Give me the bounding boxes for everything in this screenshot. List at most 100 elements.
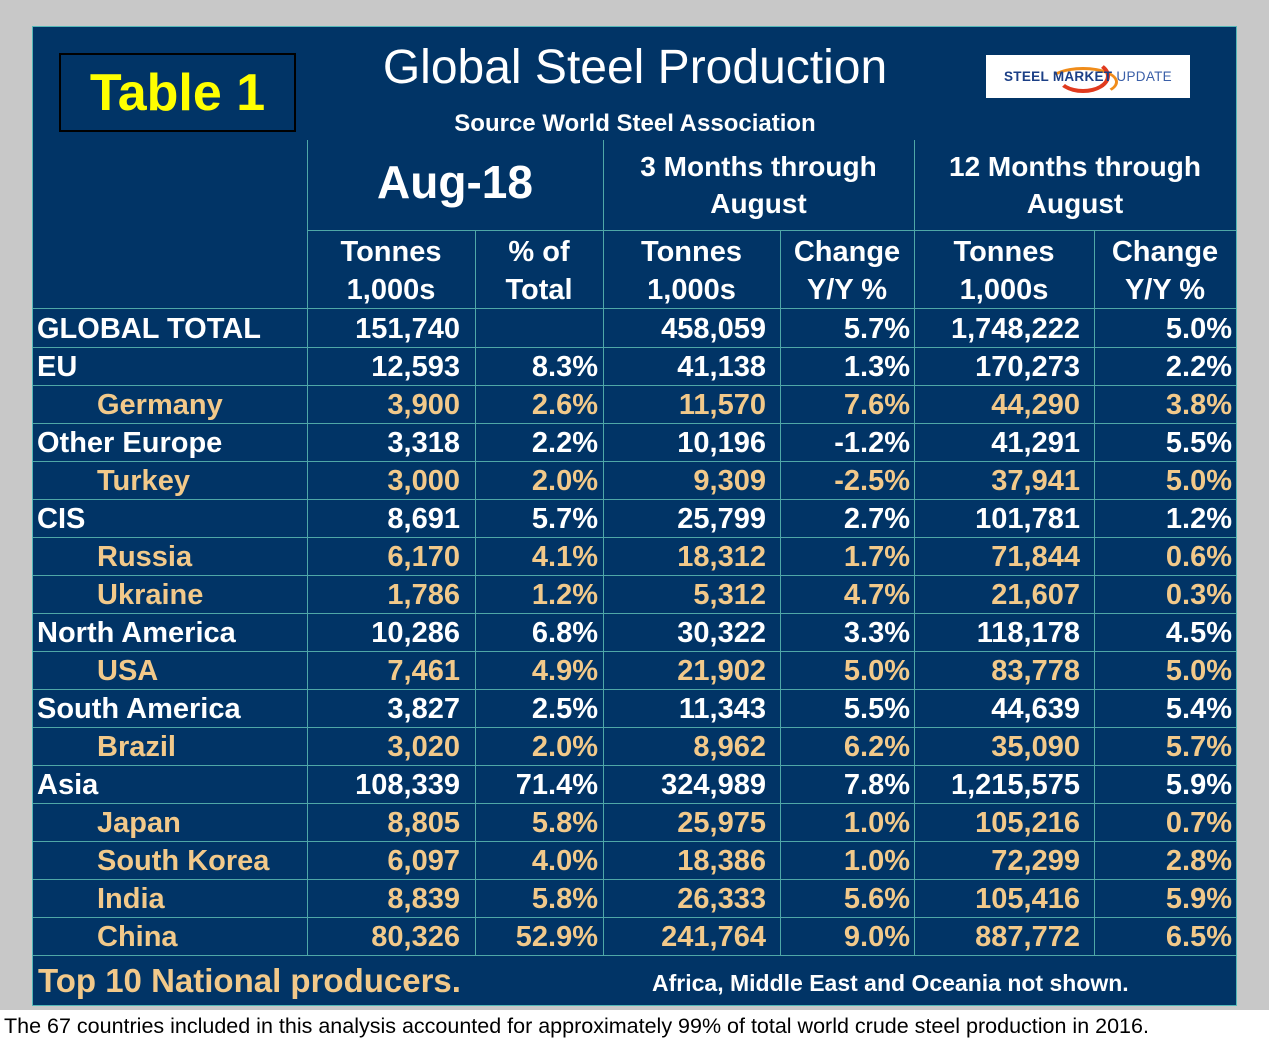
column-header-line2: 1,000s bbox=[959, 274, 1049, 306]
row-divider bbox=[33, 499, 1236, 500]
row-value: 8,962 bbox=[693, 731, 766, 763]
row-value: 9.0% bbox=[843, 921, 910, 953]
row-value: 12,593 bbox=[371, 351, 460, 383]
row-value: 2.7% bbox=[843, 503, 910, 535]
row-divider bbox=[33, 727, 1236, 728]
row-value: 71.4% bbox=[515, 769, 598, 801]
row-value: 887,772 bbox=[975, 921, 1080, 953]
column-header: Change Y/Y % bbox=[1094, 233, 1236, 309]
row-value: 101,781 bbox=[975, 503, 1080, 535]
column-divider bbox=[780, 230, 781, 956]
row-value: 458,059 bbox=[661, 313, 766, 345]
table-row: North America 10,286 6.8% 30,322 3.3% 118,178… bbox=[33, 614, 1236, 652]
row-value: 6.2% bbox=[843, 731, 910, 763]
row-value: 4.5% bbox=[1165, 617, 1232, 649]
column-header-line2: 1,000s bbox=[647, 274, 736, 306]
table-row: Russia 6,170 4.1% 18,312 1.7% 71,844 0.6% bbox=[33, 538, 1236, 576]
row-value: 2.2% bbox=[1165, 351, 1232, 383]
row-value: 6,170 bbox=[387, 541, 460, 573]
row-value: 7,461 bbox=[387, 655, 460, 687]
row-value: 1.0% bbox=[843, 845, 910, 877]
column-header-line1: Tonnes bbox=[641, 236, 742, 268]
row-label: EU bbox=[37, 351, 78, 383]
table-badge: Table 1 bbox=[59, 53, 296, 132]
row-value: 5.9% bbox=[1165, 769, 1232, 801]
row-label: Japan bbox=[97, 807, 181, 839]
row-value: 3,900 bbox=[387, 389, 460, 421]
logo-text-light: UPDATE bbox=[1116, 69, 1172, 84]
row-value: 3,318 bbox=[387, 427, 460, 459]
row-value: 1,748,222 bbox=[950, 313, 1080, 345]
row-value: 151,740 bbox=[355, 313, 460, 345]
row-divider bbox=[33, 347, 1236, 348]
row-value: 21,607 bbox=[991, 579, 1080, 611]
row-value: 1,786 bbox=[387, 579, 460, 611]
column-header: Tonnes 1,000s bbox=[603, 233, 780, 309]
row-label: South America bbox=[37, 693, 241, 725]
row-value: 5.6% bbox=[843, 883, 910, 915]
row-value: 30,322 bbox=[677, 617, 766, 649]
row-divider bbox=[33, 575, 1236, 576]
row-value: 1.0% bbox=[843, 807, 910, 839]
row-value: 11,570 bbox=[678, 389, 766, 421]
row-divider bbox=[33, 385, 1236, 386]
row-value: 8,691 bbox=[387, 503, 460, 535]
row-value: 6.5% bbox=[1165, 921, 1232, 953]
column-header-line1: Change bbox=[793, 236, 901, 268]
row-value: 5.0% bbox=[1165, 465, 1232, 497]
row-value: 35,090 bbox=[991, 731, 1080, 763]
table-row: Other Europe 3,318 2.2% 10,196 -1.2% 41,291 5.… bbox=[33, 424, 1236, 462]
row-value: 25,799 bbox=[677, 503, 766, 535]
row-value: 9,309 bbox=[693, 465, 766, 497]
row-value: 2.5% bbox=[531, 693, 598, 725]
table-row: China 80,326 52.9% 241,764 9.0% 887,772 6.5% bbox=[33, 918, 1236, 956]
table-row: Germany 3,900 2.6% 11,570 7.6% 44,290 3.8% bbox=[33, 386, 1236, 424]
row-value: -1.2% bbox=[834, 427, 910, 459]
group-header-three-months: 3 Months through August bbox=[603, 148, 914, 222]
column-header-line2: 1,000s bbox=[346, 274, 436, 306]
row-value: 6.8% bbox=[531, 617, 598, 649]
column-header-line2: Y/Y % bbox=[806, 274, 888, 306]
coverage-note: The 67 countries included in this analys… bbox=[4, 1014, 1149, 1038]
row-value: 25,975 bbox=[677, 807, 766, 839]
group-header-three-line2: August bbox=[710, 188, 807, 219]
table-row: Turkey 3,000 2.0% 9,309 -2.5% 37,941 5.0% bbox=[33, 462, 1236, 500]
row-value: 2.8% bbox=[1165, 845, 1232, 877]
row-value: 7.6% bbox=[843, 389, 910, 421]
row-label: India bbox=[97, 883, 165, 915]
row-value: 5.0% bbox=[843, 655, 910, 687]
row-divider bbox=[33, 613, 1236, 614]
footer-regions-note: Africa, Middle East and Oceania not show… bbox=[652, 970, 1129, 996]
row-divider bbox=[33, 765, 1236, 766]
table-row: Japan 8,805 5.8% 25,975 1.0% 105,216 0.7% bbox=[33, 804, 1236, 842]
column-header: Change Y/Y % bbox=[780, 233, 914, 309]
row-value: 21,902 bbox=[677, 655, 766, 687]
row-value: 170,273 bbox=[975, 351, 1080, 383]
row-divider bbox=[33, 537, 1236, 538]
row-value: 3.3% bbox=[843, 617, 910, 649]
table-row: Ukraine 1,786 1.2% 5,312 4.7% 21,607 0.3% bbox=[33, 576, 1236, 614]
row-value: 0.3% bbox=[1165, 579, 1232, 611]
row-value: 5.8% bbox=[531, 883, 598, 915]
row-value: 72,299 bbox=[991, 845, 1080, 877]
row-value: 5.7% bbox=[531, 503, 598, 535]
row-value: 44,290 bbox=[991, 389, 1080, 421]
row-label: Germany bbox=[97, 389, 223, 421]
logo-arc-icon bbox=[1056, 59, 1110, 93]
table-row: South America 3,827 2.5% 11,343 5.5% 44,639 5.… bbox=[33, 690, 1236, 728]
row-value: 1,215,575 bbox=[950, 769, 1080, 801]
row-value: 105,416 bbox=[975, 883, 1080, 915]
row-value: 3.8% bbox=[1165, 389, 1232, 421]
column-header-line2: Total bbox=[505, 274, 573, 306]
row-value: 71,844 bbox=[991, 541, 1080, 573]
row-value: 241,764 bbox=[661, 921, 766, 953]
row-value: 4.1% bbox=[531, 541, 598, 573]
table-row: Asia 108,339 71.4% 324,989 7.8% 1,215,575 5.9% bbox=[33, 766, 1236, 804]
row-value: 7.8% bbox=[843, 769, 910, 801]
row-value: 2.0% bbox=[531, 465, 598, 497]
row-divider bbox=[33, 308, 1236, 309]
column-header-line2: Y/Y % bbox=[1124, 274, 1206, 306]
row-divider bbox=[33, 955, 1236, 956]
row-value: 52.9% bbox=[515, 921, 598, 953]
logo-text-bold: STEEL MARKET bbox=[1004, 69, 1113, 84]
